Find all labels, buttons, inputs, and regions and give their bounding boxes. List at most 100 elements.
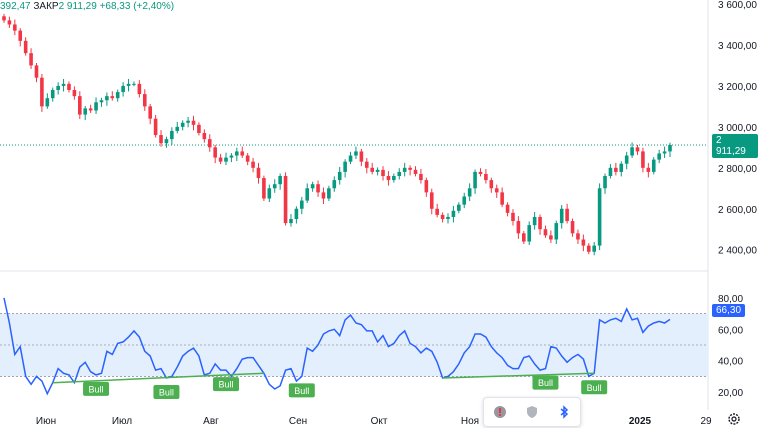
candle-body: [110, 96, 115, 99]
candle: [256, 162, 261, 184]
bull-label: Bull: [153, 385, 180, 399]
bull-label: Bull: [288, 383, 315, 398]
candle: [175, 121, 180, 134]
candle-body: [180, 122, 185, 127]
candle-body: [256, 167, 261, 179]
candle: [343, 159, 347, 178]
candle-body: [56, 85, 60, 90]
candle-body: [235, 151, 239, 156]
candle-body: [608, 167, 613, 176]
bluetooth-icon[interactable]: [555, 403, 573, 421]
candle: [614, 162, 618, 176]
candle-body: [603, 176, 607, 189]
price-tick-label: 3 000,00: [718, 123, 757, 134]
candle: [126, 78, 131, 92]
candle-body: [451, 210, 456, 217]
candle: [641, 147, 645, 173]
candle: [608, 164, 613, 179]
candle-body: [489, 180, 494, 189]
candle-body: [50, 90, 55, 99]
price-tick-label: 2 400,00: [718, 246, 757, 257]
candle: [457, 202, 461, 214]
candle: [262, 175, 266, 201]
candle: [88, 104, 93, 113]
candle-body: [99, 100, 104, 103]
candle-body: [61, 83, 66, 86]
candle: [115, 89, 120, 102]
candle-body: [137, 83, 142, 95]
shield-icon[interactable]: [523, 403, 541, 421]
candle-body: [397, 171, 402, 176]
candle: [489, 177, 494, 193]
candle: [207, 134, 212, 152]
candle-body: [321, 192, 326, 199]
candle-body: [462, 196, 467, 205]
candle-body: [332, 180, 337, 189]
candle: [500, 187, 504, 208]
candle: [251, 157, 255, 173]
candle-body: [381, 169, 385, 176]
candle: [522, 230, 526, 244]
candle: [83, 105, 88, 121]
candle-body: [67, 83, 71, 90]
candle: [29, 48, 33, 69]
time-axis-label: Окт: [371, 416, 388, 427]
last-price-tag: 2 911,29: [712, 134, 758, 158]
candle: [429, 188, 434, 215]
candle-body: [245, 155, 250, 162]
candle-body: [543, 229, 548, 236]
candle: [164, 136, 169, 148]
candle: [105, 92, 109, 106]
candle: [18, 28, 23, 47]
candle-body: [83, 108, 88, 115]
candle: [576, 229, 580, 244]
candle: [153, 114, 158, 138]
bull-label-box: [83, 381, 110, 396]
candle: [370, 162, 374, 175]
candle: [267, 184, 272, 203]
price-tick-label: 3 200,00: [718, 82, 757, 93]
candle: [94, 97, 98, 114]
ohlc-legend: 392,47 ЗАКР2 911,29 +68,33 (+2,40%): [0, 1, 174, 12]
candle: [224, 152, 228, 166]
candle-body: [72, 90, 77, 97]
candle-body: [619, 163, 624, 172]
candle-body: [115, 92, 120, 99]
price-tick-label: 3 400,00: [718, 41, 757, 52]
candle: [159, 130, 163, 147]
candle-body: [554, 223, 559, 240]
candle-body: [218, 157, 223, 162]
candle-body: [429, 192, 434, 209]
candle-body: [402, 167, 407, 172]
candle: [511, 209, 515, 226]
candle-body: [473, 171, 477, 189]
candle: [316, 180, 320, 197]
candle: [586, 243, 591, 255]
candle: [180, 120, 185, 131]
candle-body: [424, 180, 429, 193]
candle: [570, 218, 575, 237]
alert-icon[interactable]: [491, 403, 509, 421]
candle-body: [586, 245, 591, 252]
candle: [310, 181, 315, 192]
candle-body: [576, 233, 580, 240]
candle-body: [392, 176, 396, 181]
candle: [78, 91, 82, 120]
candle-body: [522, 233, 526, 242]
candle-body: [527, 225, 532, 242]
candle: [462, 192, 467, 209]
candle-body: [88, 108, 93, 111]
candle-body: [484, 173, 488, 181]
candle: [559, 205, 564, 229]
candle: [630, 142, 634, 158]
gear-icon[interactable]: [727, 412, 741, 426]
candle: [72, 86, 77, 100]
candle-body: [375, 169, 380, 172]
candle: [505, 202, 510, 217]
candle-body: [624, 155, 629, 164]
rsi-tick-label: 40,00: [718, 357, 743, 368]
candle: [646, 162, 651, 178]
candle: [581, 234, 586, 252]
candle-body: [408, 167, 412, 170]
